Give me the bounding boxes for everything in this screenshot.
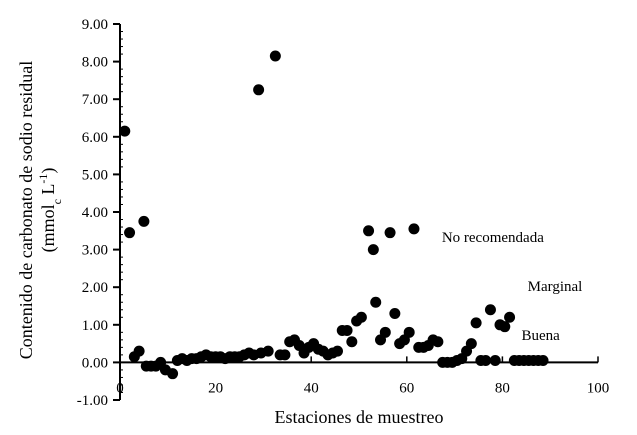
data-point (499, 321, 511, 333)
data-point (355, 311, 367, 323)
y-axis-title-line1: Contenido de carbonato de sodio residual (16, 61, 36, 359)
y-axis: 9.00 8.00 7.00 6.00 5.00 4.00 3.00 2.00 1.00 0.00… (77, 17, 123, 409)
data-point (279, 349, 291, 361)
data-point (432, 336, 444, 348)
data-point (167, 368, 179, 380)
y-tick-label: 2.00 (82, 280, 108, 296)
y-tick-label: 3.00 (82, 243, 108, 259)
data-point (465, 338, 477, 350)
x-tick-label: 100 (587, 380, 610, 396)
y-tick-label: 6.00 (82, 130, 108, 146)
y-tick-label: -1.00 (77, 393, 108, 409)
zone-label: Buena (521, 328, 560, 344)
data-point (489, 355, 501, 367)
x-tick-label: 80 (495, 380, 510, 396)
data-point (269, 50, 281, 62)
data-point (341, 324, 353, 336)
data-point (470, 317, 482, 329)
y-tick-label: 1.00 (82, 318, 108, 334)
data-point (253, 84, 265, 96)
y-axis-title-line2: (mmolc L-1) (36, 168, 64, 253)
data-point (138, 215, 150, 227)
data-point (331, 345, 343, 357)
data-points (119, 50, 549, 380)
y-tick-label: 7.00 (82, 92, 108, 108)
x-tick-label: 20 (208, 380, 223, 396)
zone-label: No recomendada (442, 230, 544, 246)
data-point (133, 345, 145, 357)
zone-label: Marginal (528, 279, 583, 295)
data-point (346, 336, 358, 348)
x-axis-title: Estaciones de muestreo (275, 407, 444, 427)
data-point (480, 355, 492, 367)
data-point (363, 225, 375, 237)
data-point (504, 311, 516, 323)
x-tick-label: 40 (304, 380, 319, 396)
y-tick-label: 8.00 (82, 55, 108, 71)
y-tick-label: 4.00 (82, 205, 108, 221)
y-tick-label: 5.00 (82, 167, 108, 183)
zone-annotations: No recomendada Marginal Buena (442, 230, 583, 344)
data-point (370, 296, 382, 308)
data-point (379, 326, 391, 338)
data-point (384, 227, 396, 239)
x-tick-label: 0 (116, 380, 124, 396)
data-point (389, 308, 401, 320)
y-tick-label: 0.00 (82, 355, 108, 371)
data-point (537, 355, 549, 367)
x-tick-label: 60 (399, 380, 414, 396)
y-tick-label: 9.00 (82, 17, 108, 33)
data-point (408, 223, 420, 235)
data-point (367, 244, 379, 256)
data-point (119, 125, 131, 137)
y-axis-title: Contenido de carbonato de sodio residual… (16, 61, 64, 359)
data-point (403, 326, 415, 338)
data-point (124, 227, 136, 239)
data-point (262, 345, 274, 357)
data-point (484, 304, 496, 316)
